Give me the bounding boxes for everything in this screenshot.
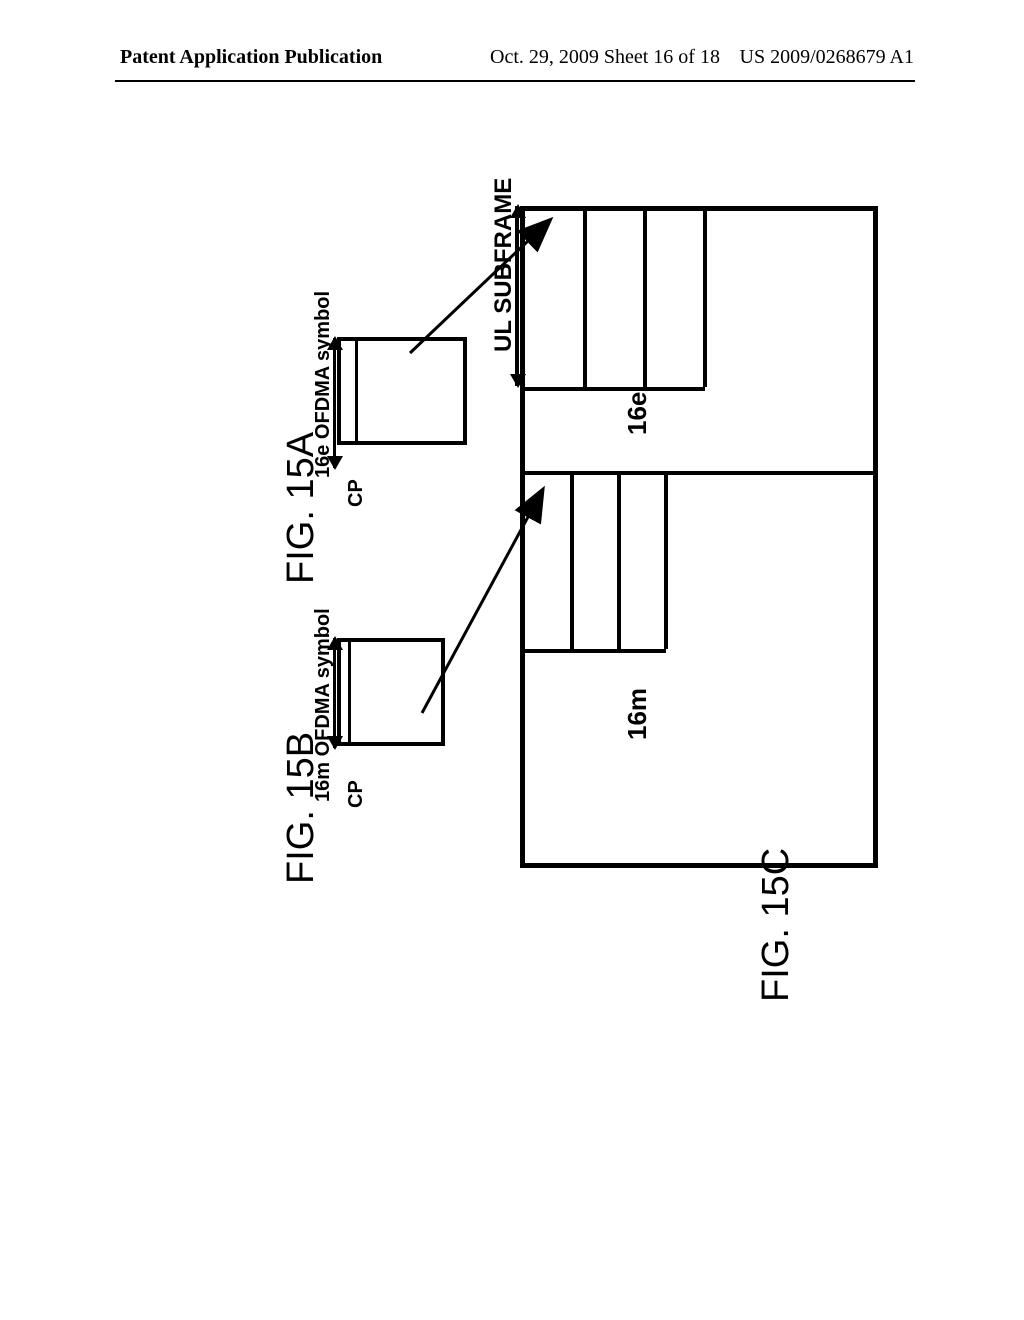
pointer-16m [422,491,542,713]
page: Patent Application Publication Oct. 29, … [0,0,1024,1320]
pointer-16e [410,221,549,353]
pointer-arrows [0,0,1024,1320]
